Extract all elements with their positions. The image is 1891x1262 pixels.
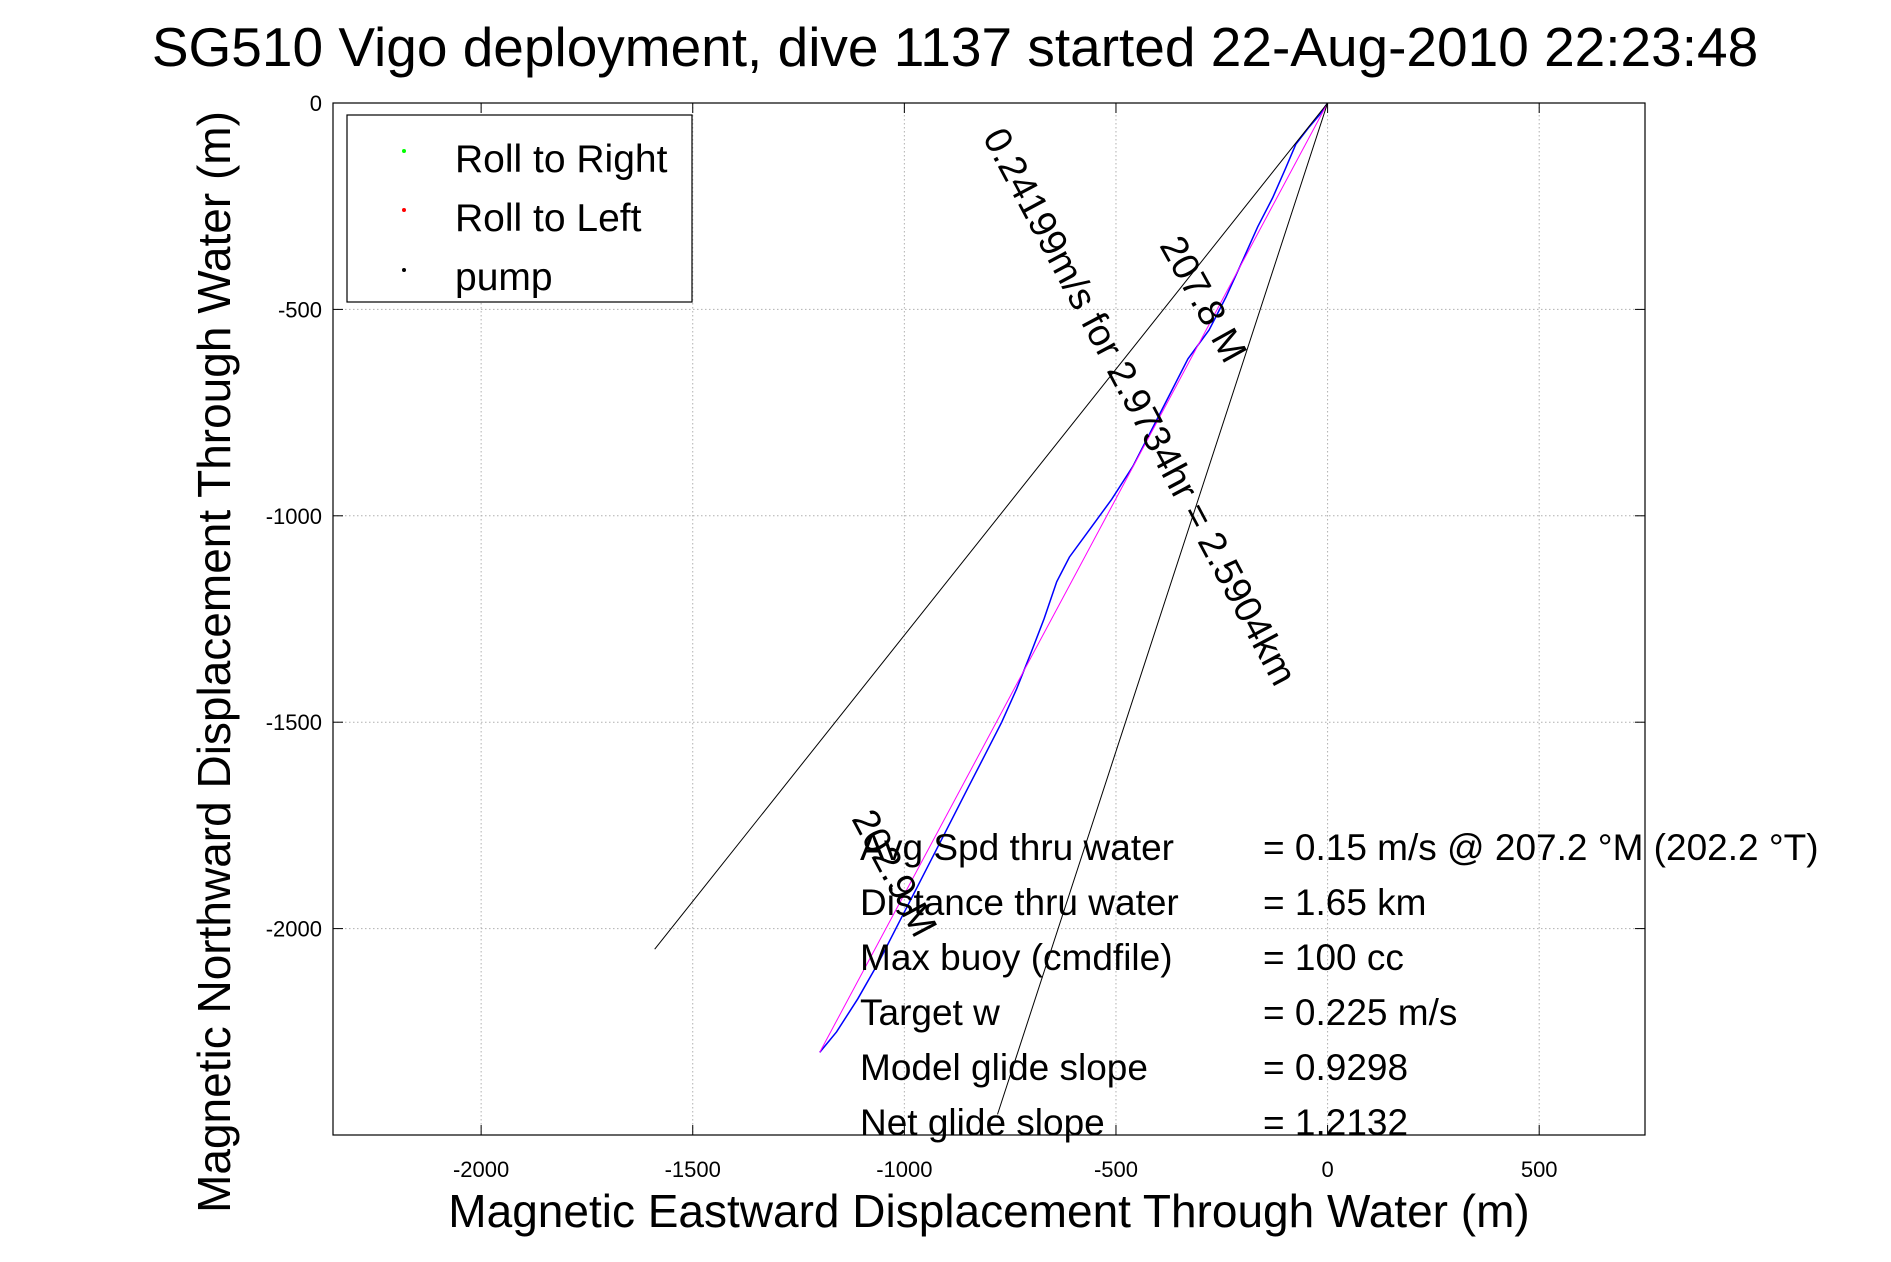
legend-marker-roll-left bbox=[402, 208, 406, 212]
x-tick-label: 500 bbox=[1521, 1157, 1558, 1182]
stat-label: Distance thru water bbox=[860, 882, 1179, 923]
grid-lines bbox=[333, 102, 1645, 1135]
bound-line bbox=[997, 102, 1329, 1115]
stat-value: = 0.15 m/s @ 207.2 °M (202.2 °T) bbox=[1263, 827, 1819, 868]
x-tick-label: 0 bbox=[1321, 1157, 1333, 1182]
legend-marker-roll-right bbox=[402, 149, 406, 153]
stat-value: = 1.65 km bbox=[1263, 882, 1427, 923]
stat-value: = 0.225 m/s bbox=[1263, 992, 1457, 1033]
stat-label: Target w bbox=[860, 992, 1000, 1033]
legend: Roll to Right Roll to Left pump bbox=[346, 114, 693, 303]
legend-label-roll-right: Roll to Right bbox=[455, 138, 668, 181]
x-axis-ticks: -2000 -1500 -1000 -500 0 500 bbox=[453, 103, 1558, 1182]
y-tick-label: 0 bbox=[310, 91, 322, 116]
y-tick-label: -1000 bbox=[266, 504, 322, 529]
stat-value: = 1.2132 bbox=[1263, 1102, 1408, 1143]
x-tick-label: -1000 bbox=[876, 1157, 932, 1182]
legend-label-roll-left: Roll to Left bbox=[455, 197, 642, 240]
data-series bbox=[654, 102, 1329, 1115]
chart-title: SG510 Vigo deployment, dive 1137 started… bbox=[152, 16, 1758, 78]
x-tick-label: -500 bbox=[1094, 1157, 1138, 1182]
x-axis-label: Magnetic Eastward Displacement Through W… bbox=[448, 1185, 1529, 1237]
stat-label: Avg Spd thru water bbox=[860, 827, 1174, 868]
stat-label: Model glide slope bbox=[860, 1047, 1148, 1088]
legend-marker-pump bbox=[402, 268, 406, 272]
stat-value: = 100 cc bbox=[1263, 937, 1404, 978]
y-axis-label: Magnetic Northward Displacement Through … bbox=[188, 111, 240, 1213]
heading-line bbox=[819, 102, 1329, 1053]
track-line bbox=[819, 102, 1329, 1053]
plot-area: 207.8 M0.24199m/s for 2.9734hr = 2.5904k… bbox=[266, 91, 1646, 1182]
bound-line bbox=[654, 102, 1328, 950]
y-tick-label: -2000 bbox=[266, 917, 322, 942]
y-tick-label: -500 bbox=[278, 297, 322, 322]
y-tick-label: -1500 bbox=[266, 710, 322, 735]
stat-label: Max buoy (cmdfile) bbox=[860, 937, 1173, 978]
stat-label: Net glide slope bbox=[860, 1102, 1105, 1143]
plot-frame bbox=[332, 102, 1646, 1136]
dive-statistics: Avg Spd thru water = 0.15 m/s @ 207.2 °M … bbox=[860, 827, 1819, 1143]
stat-value: = 0.9298 bbox=[1263, 1047, 1408, 1088]
x-tick-label: -1500 bbox=[665, 1157, 721, 1182]
y-axis-ticks: 0 -500 -1000 -1500 -2000 bbox=[266, 91, 1645, 942]
legend-label-pump: pump bbox=[455, 256, 553, 299]
x-tick-label: -2000 bbox=[453, 1157, 509, 1182]
